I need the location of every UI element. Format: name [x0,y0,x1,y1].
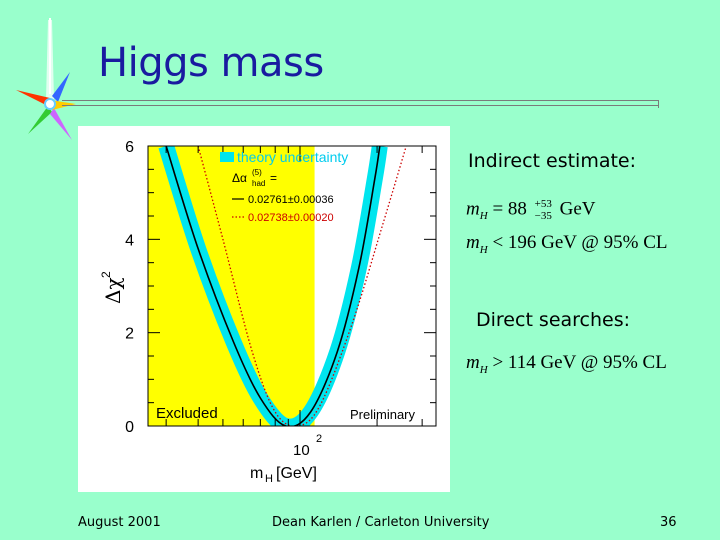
page-title: Higgs mass [98,40,324,86]
series-solid-curve [165,146,381,426]
legend-band-swatch [220,152,234,162]
mass-subscript: H [479,363,488,376]
x-axis-label-main: m [250,465,263,482]
central-relation: = 88 [492,198,527,220]
x-axis-label-sub: H [265,473,273,485]
upper-limit-relation: < 196 GeV @ 95% CL [492,232,668,253]
preliminary-label: Preliminary [350,407,416,422]
footer-author: Dean Karlen / Carleton University [272,515,490,530]
mass-symbol: m [466,198,480,220]
lower-error: −35 [534,210,552,222]
mass-subscript: H [479,210,488,223]
mass-subscript: H [479,243,488,256]
legend-band-label: theory uncertainty [237,149,348,165]
star-logo-icon [16,18,76,140]
indirect-estimate-heading: Indirect estimate: [468,150,637,172]
y-ticks: 0 2 4 6 [125,139,436,436]
direct-searches-heading: Direct searches: [476,309,631,331]
x-tick-label: 10 [293,442,310,459]
y-axis-label: Δχ [101,277,125,304]
legend-alpha-sub: had [252,179,265,188]
indirect-upper-limit: mH < 196 GeV @ 95% CL [466,232,668,256]
title-divider-end [658,100,659,108]
mass-symbol: m [466,232,480,253]
y-tick-label: 2 [125,326,134,343]
plot-panel: 0 2 4 6 theory uncertainty Δα (5) had = 0.0… [78,126,450,492]
legend-series1-label: 0.02761±0.00036 [248,194,334,206]
legend-alpha-sup: (5) [252,168,262,177]
upper-error: +53 [534,198,552,210]
chi2-chart: 0 2 4 6 theory uncertainty Δα (5) had = 0.0… [99,139,437,485]
y-tick-label: 4 [125,232,134,249]
y-axis-label-exp: 2 [99,271,113,278]
lower-limit-relation: > 114 GeV @ 95% CL [492,352,667,373]
legend-series2-label: 0.02738±0.00020 [248,212,334,224]
central-unit: GeV [559,198,596,220]
x-tick-exponent: 2 [316,433,322,445]
legend-alpha-eq: = [270,171,277,185]
direct-lower-limit: mH > 114 GeV @ 95% CL [466,352,667,376]
legend-alpha-symbol: Δα [232,171,247,185]
x-axis-label-unit: [GeV] [276,465,317,482]
indirect-central-value: mH = 88 +53 −35 GeV [466,198,596,222]
x-minor-ticks [165,146,423,426]
footer-page-number: 36 [660,515,677,530]
title-divider [62,100,658,106]
y-tick-label: 0 [125,419,134,436]
excluded-label: Excluded [156,405,218,422]
y-tick-label: 6 [125,139,134,156]
series-dotted-curve [197,146,407,426]
footer-date: August 2001 [78,515,161,530]
mass-symbol: m [466,352,480,373]
curves-group [165,146,407,426]
